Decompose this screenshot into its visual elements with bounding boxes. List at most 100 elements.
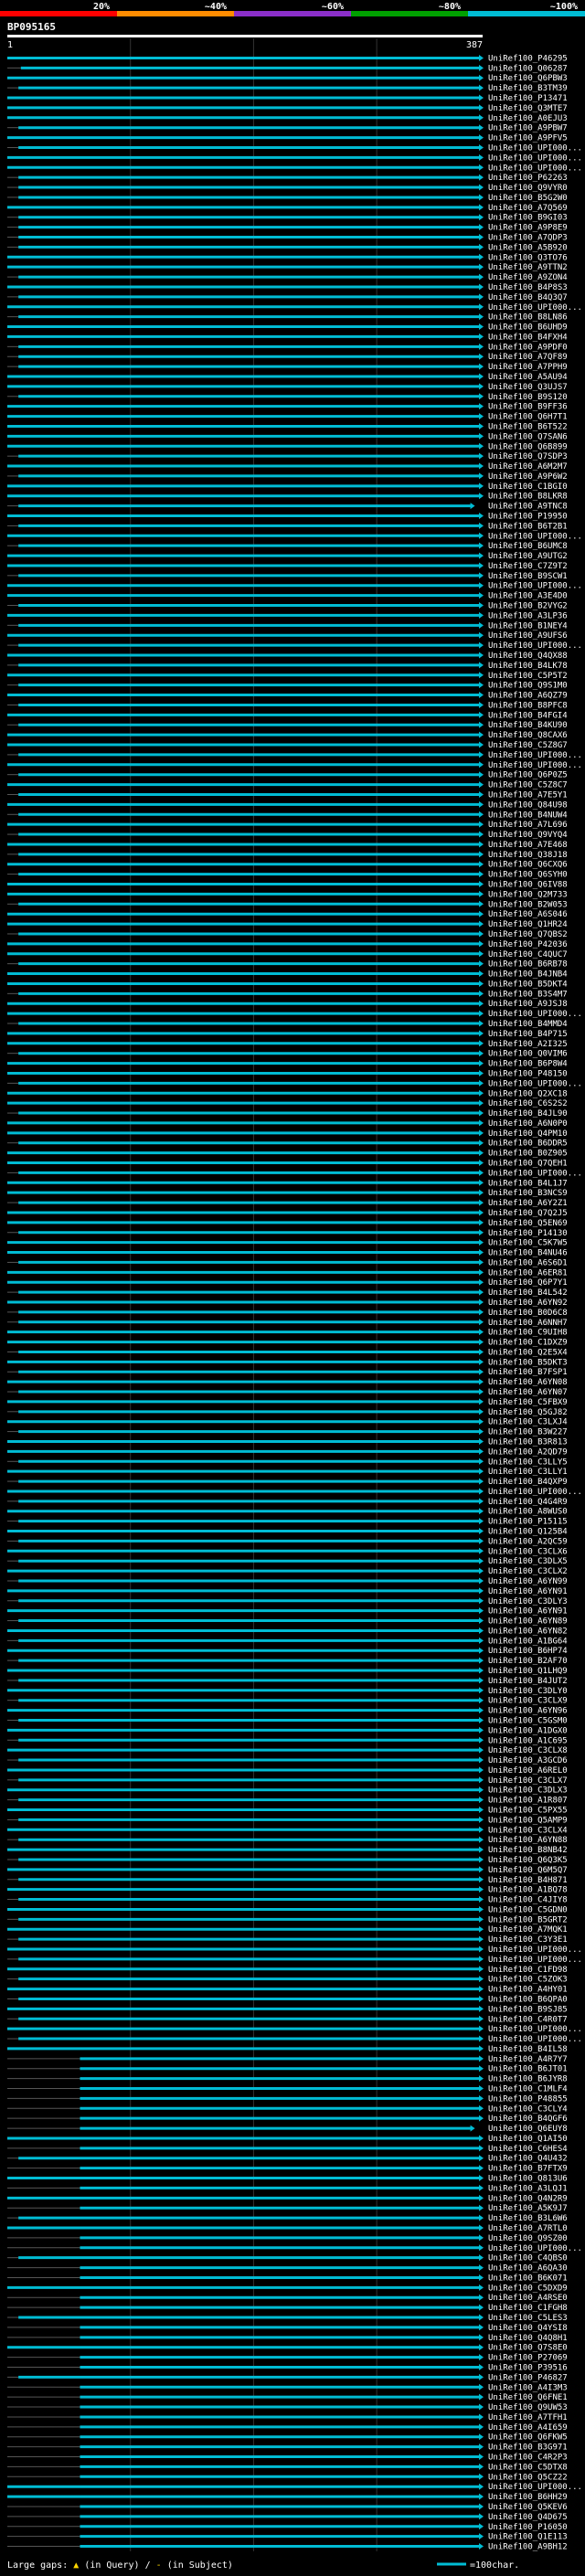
hit-label: UniRef100_A6YN92 [488, 1299, 568, 1308]
hit-arrow [479, 1707, 484, 1714]
hit-arrow [479, 1258, 484, 1266]
hit-label: UniRef100_A5AU94 [488, 373, 568, 382]
hit-arrow [479, 2473, 484, 2480]
hit-arrow [479, 243, 484, 250]
hit-arrow [479, 1169, 484, 1176]
hit-arrow [479, 1268, 484, 1276]
hit-arrow [479, 1756, 484, 1764]
hit-arrow [479, 1587, 484, 1595]
hit-label: UniRef100_Q6IV88 [488, 881, 568, 890]
hit-label: UniRef100_A6YN88 [488, 1836, 568, 1845]
hit-arrow [479, 652, 484, 659]
hit-arrow [479, 1099, 484, 1107]
hit-arrow [479, 2145, 484, 2152]
hit-arrow [479, 910, 484, 917]
hit-arrow [479, 2135, 484, 2142]
hit-arrow [479, 1518, 484, 1525]
hit-label: UniRef100_C3CLX6 [488, 1547, 568, 1556]
legend-subject-gap-marker: - [156, 2560, 162, 2571]
hit-label: UniRef100_P13471 [488, 94, 568, 103]
hit-label: UniRef100_A6Y2Z1 [488, 1199, 568, 1208]
hit-label: UniRef100_Q6EUY8 [488, 2125, 568, 2134]
hit-label: UniRef100_C4QBS0 [488, 2254, 568, 2263]
hit-arrow [479, 1478, 484, 1485]
hit-arrow [479, 452, 484, 460]
hit-arrow [479, 134, 484, 142]
hit-label: UniRef100_B7FTX9 [488, 2165, 568, 2174]
hit-arrow [479, 2463, 484, 2470]
hit-label: UniRef100_C3LLY5 [488, 1458, 568, 1467]
hit-rows: UniRef100_P46295UniRef100_Q06287UniRef10… [7, 54, 582, 2552]
hit-label: UniRef100_C3Y3E1 [488, 1935, 568, 1945]
hit-label: UniRef100_B6P8W4 [488, 1060, 568, 1069]
hit-label: UniRef100_UPI000... [488, 2025, 582, 2034]
hit-label: UniRef100_Q7Q2J5 [488, 1209, 568, 1218]
hit-arrow [479, 1896, 484, 1903]
scale-segment [117, 11, 234, 16]
hit-label: UniRef100_A6S046 [488, 910, 568, 919]
hit-label: UniRef100_UPI000... [488, 1488, 582, 1497]
hit-arrow [479, 1199, 484, 1206]
hit-label: UniRef100_P39516 [488, 2363, 568, 2372]
hit-arrow [479, 2413, 484, 2421]
hit-arrow [479, 1736, 484, 1744]
hit-arrow [479, 1339, 484, 1346]
legend-scale-text: =100char. [470, 2560, 519, 2571]
hit-label: UniRef100_B4NUW4 [488, 811, 568, 820]
hit-arrow [479, 1567, 484, 1574]
hit-label: UniRef100_A3LQJ1 [488, 2184, 568, 2193]
hit-label: UniRef100_B4LK78 [488, 662, 568, 671]
hit-arrow [479, 1856, 484, 1863]
hit-label: UniRef100_Q1E113 [488, 2533, 568, 2542]
hit-arrow [479, 940, 484, 948]
hit-label: UniRef100_A7MQK1 [488, 1925, 568, 1935]
hit-arrow [479, 522, 484, 529]
hit-arrow [479, 1488, 484, 1495]
query-length-label: 387 [466, 40, 483, 50]
hit-arrow [479, 611, 484, 619]
hit-arrow [479, 1528, 484, 1535]
hit-arrow [479, 413, 484, 420]
hit-label: UniRef100_B3W227 [488, 1428, 568, 1437]
hit-label: UniRef100_A6QZ79 [488, 692, 568, 701]
hit-label: UniRef100_B2AF70 [488, 1657, 568, 1666]
hit-arrow [479, 2175, 484, 2182]
hit-arrow [479, 930, 484, 938]
hit-arrow [479, 1816, 484, 1823]
hit-label: UniRef100_A6YN07 [488, 1388, 568, 1397]
hit-label: UniRef100_Q9UW53 [488, 2403, 568, 2412]
hit-arrow [479, 751, 484, 758]
hit-label: UniRef100_C5FBX9 [488, 1398, 568, 1407]
hit-arrow [479, 2045, 484, 2052]
scale-label: 20% [93, 2, 110, 12]
legend-gaps-text: Large gaps: [7, 2560, 73, 2571]
hit-label: UniRef100_A4I3M3 [488, 2383, 568, 2392]
chart-title: BP095165 [7, 21, 56, 33]
hit-arrow [479, 1079, 484, 1087]
hit-arrow [479, 1060, 484, 1067]
hit-arrow [479, 2165, 484, 2172]
hit-label: UniRef100_C3DLX3 [488, 1786, 568, 1796]
hit-arrow [479, 851, 484, 858]
hit-label: UniRef100_C1MLF4 [488, 2085, 568, 2094]
hit-label: UniRef100_Q7S8E0 [488, 2344, 568, 2353]
hit-arrow [479, 2503, 484, 2510]
hit-label: UniRef100_C6HES4 [488, 2145, 568, 2154]
hit-label: UniRef100_C4QUC7 [488, 950, 568, 959]
hit-arrow [479, 2294, 484, 2301]
hit-arrow [479, 2274, 484, 2281]
hit-arrow [479, 1746, 484, 1754]
hit-arrow [479, 1229, 484, 1236]
hit-label: UniRef100_P19950 [488, 512, 568, 521]
hit-label: UniRef100_Q4G4R9 [488, 1498, 568, 1507]
hit-arrow [479, 1876, 484, 1883]
hit-label: UniRef100_B8LKR8 [488, 493, 568, 502]
hit-arrow [479, 234, 484, 241]
hit-label: UniRef100_UPI000... [488, 1010, 582, 1019]
hit-label: UniRef100_B6HP74 [488, 1647, 568, 1656]
hit-arrow [479, 1915, 484, 1923]
hit-arrow [479, 1627, 484, 1634]
hit-label: UniRef100_Q3MTE7 [488, 104, 568, 113]
hit-arrow [479, 1786, 484, 1794]
